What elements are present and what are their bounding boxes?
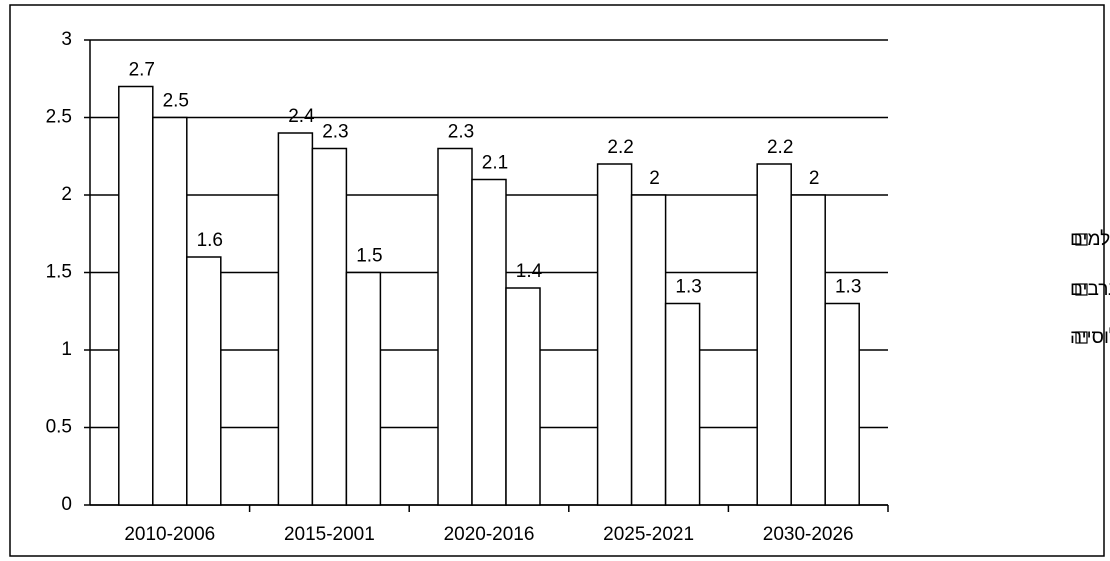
bar <box>790 194 826 506</box>
bar <box>664 302 701 506</box>
x-tick-label: 2020-2016 <box>444 524 535 545</box>
y-tick-label: 3 <box>61 29 72 50</box>
y-tick-label: 2.5 <box>46 107 72 128</box>
data-label: 2.7 <box>129 60 155 81</box>
y-tick-label: 1.5 <box>46 262 72 283</box>
bar <box>756 163 792 506</box>
legend-swatch <box>1075 331 1088 344</box>
legend-label: כל האוכלוסייה <box>1070 327 1110 348</box>
data-label: 2.5 <box>163 91 189 112</box>
data-label: 2.3 <box>448 122 474 143</box>
data-label: 2 <box>809 168 820 189</box>
bar <box>437 147 473 506</box>
data-label: 1.3 <box>675 277 701 298</box>
bar <box>118 85 154 506</box>
bar <box>824 302 860 506</box>
y-tick-label: 0 <box>61 494 72 515</box>
data-label: 1.4 <box>516 261 543 282</box>
bar <box>596 163 633 506</box>
x-tick-label: 2010-2006 <box>124 524 215 545</box>
legend-label: מוסלמים <box>1070 229 1110 250</box>
legend-label: ערבים <box>1070 279 1110 300</box>
data-label: 2.2 <box>767 137 793 158</box>
data-label: 2.1 <box>482 153 508 174</box>
x-tick-label: 2025-2021 <box>603 524 694 545</box>
bar <box>505 287 541 506</box>
data-label: 1.3 <box>835 277 861 298</box>
x-tick-label: 2030-2026 <box>763 524 854 545</box>
data-label: 1.5 <box>356 246 382 267</box>
data-label: 2.3 <box>322 122 348 143</box>
data-label: 2.2 <box>607 137 633 158</box>
bar <box>471 178 507 506</box>
bar <box>277 132 314 506</box>
bar <box>152 116 188 506</box>
y-tick-label: 2 <box>61 184 72 205</box>
y-tick-label: 1 <box>61 339 72 360</box>
x-tick-label: 2015-2001 <box>284 524 375 545</box>
y-tick-label: 0.5 <box>46 417 72 438</box>
data-label: 2.4 <box>288 106 315 127</box>
bar <box>345 271 382 506</box>
bar <box>630 194 667 506</box>
bar <box>311 147 348 506</box>
legend-swatch <box>1075 233 1088 246</box>
bar <box>186 256 222 506</box>
data-label: 2 <box>649 168 660 189</box>
data-label: 1.6 <box>197 230 223 251</box>
legend-swatch <box>1075 283 1088 296</box>
frame <box>9 4 1105 557</box>
